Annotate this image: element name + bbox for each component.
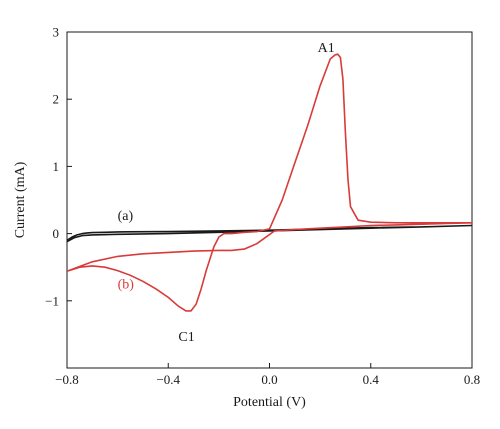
series-line-1	[67, 53, 472, 312]
plot-axes: −0.8 −0.4 0.0 0.4 0.8 −1 0 1 2 3	[45, 25, 480, 388]
series-label-0: (a)	[118, 209, 134, 224]
x-axis-title: Potential (V)	[233, 395, 306, 410]
plot-annotations: (a) (b) A1 C1	[118, 41, 335, 345]
y-tick-label: 3	[53, 25, 60, 40]
series-label-1: (b)	[118, 278, 135, 293]
series-line-0	[67, 224, 472, 243]
x-tick-label: 0.8	[464, 372, 480, 387]
x-tick-label: 0.4	[363, 372, 380, 387]
plot-frame	[66, 31, 473, 369]
y-tick-label: 2	[53, 92, 60, 107]
y-tick-label: −1	[45, 293, 59, 308]
peak-annotation-1: C1	[178, 330, 194, 345]
x-tick-label: −0.4	[156, 372, 180, 387]
y-tick-label: 1	[53, 159, 60, 174]
x-tick-label: 0.0	[261, 372, 277, 387]
y-tick-label: 0	[53, 226, 60, 241]
plot-curves	[67, 53, 472, 312]
y-axis-title: Current (mA)	[13, 161, 28, 238]
x-tick-label: −0.8	[55, 372, 79, 387]
peak-annotation-0: A1	[318, 41, 335, 56]
